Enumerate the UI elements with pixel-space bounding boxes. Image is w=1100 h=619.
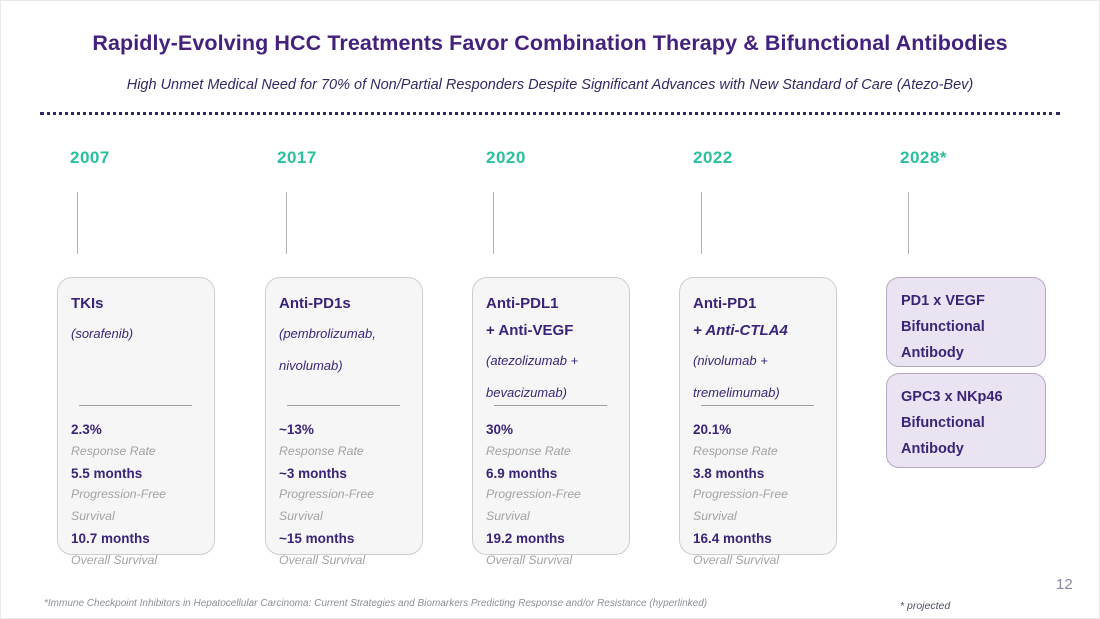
treatment-drugs-line2: bevacizumab) bbox=[486, 385, 567, 400]
card-separator bbox=[79, 405, 192, 406]
card-separator bbox=[287, 405, 400, 406]
dotted-divider bbox=[40, 112, 1060, 115]
response-rate-value: 20.1% bbox=[693, 422, 732, 437]
timeline-year-2028: 2028* bbox=[900, 148, 947, 167]
pfs-label: Progression-Free Survival bbox=[71, 487, 166, 524]
os-value: ~15 months bbox=[279, 530, 355, 546]
card-separator bbox=[701, 405, 814, 406]
os-value: 19.2 months bbox=[486, 530, 565, 546]
treatment-name-line1: Anti-PDL1 bbox=[486, 295, 559, 312]
future-box-label: GPC3 x NKp46 Bifunctional Antibody bbox=[901, 389, 1003, 457]
timeline-year-2017: 2017 bbox=[277, 148, 317, 167]
response-rate-label: Response Rate bbox=[693, 443, 778, 458]
os-label: Overall Survival bbox=[279, 552, 366, 567]
pfs-label: Progression-Free Survival bbox=[693, 487, 788, 524]
pfs-label: Progression-Free Survival bbox=[279, 487, 374, 524]
card-stats: 2.3% Response Rate 5.5 months Progressio… bbox=[71, 419, 206, 572]
future-box-label: PD1 x VEGF Bifunctional Antibody bbox=[901, 293, 985, 361]
pfs-value: ~3 months bbox=[279, 465, 347, 481]
treatment-drugs-line2: nivolumab) bbox=[279, 358, 343, 373]
os-value: 16.4 months bbox=[693, 530, 772, 546]
page-subtitle: High Unmet Medical Need for 70% of Non/P… bbox=[126, 77, 974, 93]
os-label: Overall Survival bbox=[71, 552, 158, 567]
card-separator bbox=[494, 405, 607, 406]
projected-note: * projected bbox=[900, 600, 951, 612]
page-title: Rapidly-Evolving HCC Treatments Favor Co… bbox=[92, 31, 1008, 55]
pfs-value: 3.8 months bbox=[693, 465, 765, 481]
treatment-name: TKIs bbox=[71, 295, 104, 312]
timeline-tick bbox=[493, 192, 494, 254]
pfs-value: 6.9 months bbox=[486, 465, 558, 481]
treatment-card-anti-pd1-ctla4: Anti-PD1 + Anti-CTLA4 (nivolumab + treme… bbox=[679, 277, 837, 567]
card-stats: 30% Response Rate 6.9 months Progression… bbox=[486, 419, 621, 572]
response-rate-value: 30% bbox=[486, 422, 514, 437]
citation-footnote[interactable]: *Immune Checkpoint Inhibitors in Hepatoc… bbox=[44, 598, 708, 609]
timeline-tick bbox=[701, 192, 702, 254]
response-rate-label: Response Rate bbox=[486, 443, 571, 458]
treatment-name-line1: Anti-PD1 bbox=[693, 295, 757, 312]
timeline-tick bbox=[908, 192, 909, 254]
card-stats: 20.1% Response Rate 3.8 months Progressi… bbox=[693, 419, 828, 572]
future-box-pd1-vegf: PD1 x VEGF Bifunctional Antibody bbox=[886, 277, 1046, 367]
treatment-card-anti-pd1s: Anti-PD1s (pembrolizumab, nivolumab) ~13… bbox=[265, 277, 423, 567]
treatment-drugs-line1: (nivolumab + bbox=[693, 353, 768, 368]
timeline-tick bbox=[77, 192, 78, 254]
response-rate-label: Response Rate bbox=[71, 443, 156, 458]
os-label: Overall Survival bbox=[486, 552, 573, 567]
response-rate-value: ~13% bbox=[279, 422, 314, 437]
page-number: 12 bbox=[1056, 576, 1073, 593]
timeline-tick bbox=[286, 192, 287, 254]
treatment-name-line2: + Anti-CTLA4 bbox=[693, 322, 788, 339]
os-value: 10.7 months bbox=[71, 530, 150, 546]
os-label: Overall Survival bbox=[693, 552, 780, 567]
future-box-gpc3-nkp46: GPC3 x NKp46 Bifunctional Antibody bbox=[886, 373, 1046, 468]
pfs-label: Progression-Free Survival bbox=[486, 487, 581, 524]
treatment-drugs-line1: (pembrolizumab, bbox=[279, 326, 376, 341]
treatment-name-line2: + Anti-VEGF bbox=[486, 322, 574, 339]
treatment-drugs: (sorafenib) bbox=[71, 326, 134, 341]
treatment-drugs-line2: tremelimumab) bbox=[693, 385, 780, 400]
response-rate-label: Response Rate bbox=[279, 443, 364, 458]
response-rate-value: 2.3% bbox=[71, 422, 102, 437]
pfs-value: 5.5 months bbox=[71, 465, 143, 481]
timeline-year-2022: 2022 bbox=[693, 148, 733, 167]
treatment-name: Anti-PD1s bbox=[279, 295, 351, 312]
treatment-card-tkis: TKIs (sorafenib) 2.3% Response Rate 5.5 … bbox=[57, 277, 215, 567]
timeline-year-2007: 2007 bbox=[70, 148, 110, 167]
timeline-year-2020: 2020 bbox=[486, 148, 526, 167]
treatment-card-anti-pdl1-vegf: Anti-PDL1 + Anti-VEGF (atezolizumab + be… bbox=[472, 277, 630, 567]
card-stats: ~13% Response Rate ~3 months Progression… bbox=[279, 419, 414, 572]
treatment-drugs-line1: (atezolizumab + bbox=[486, 353, 579, 368]
